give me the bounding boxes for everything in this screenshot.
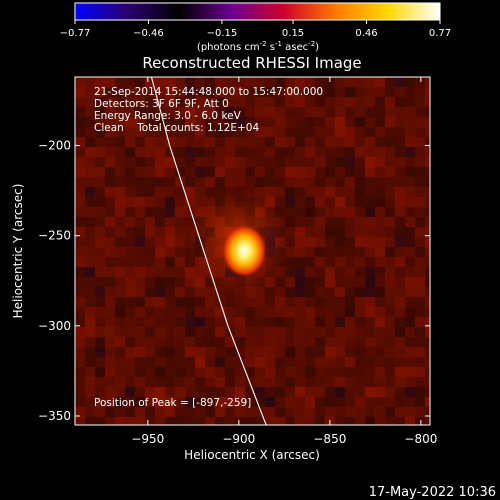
info-line-counts: Clean Total counts: 1.12E+04 <box>94 122 259 134</box>
info-line-time: 21-Sep-2014 15:44:48.000 to 15:47:00.000 <box>94 86 323 98</box>
colorbar-tick-label: 0.46 <box>355 28 377 39</box>
y-tick-label: −200 <box>38 139 71 153</box>
x-axis-label: Heliocentric X (arcsec) <box>184 448 320 462</box>
observation-info: 21-Sep-2014 15:44:48.000 to 15:47:00.000… <box>94 86 323 134</box>
y-axis-label: Heliocentric Y (arcsec) <box>11 184 25 319</box>
chart-title: Reconstructed RHESSI Image <box>142 54 361 72</box>
colorbar-tick-label: 0.77 <box>429 28 451 39</box>
info-line-detectors: Detectors: 3F 6F 9F, Att 0 <box>94 98 229 110</box>
x-tick-label: −850 <box>313 432 346 446</box>
colorbar-tick-label: −0.46 <box>133 28 164 39</box>
colorbar-unit-label: (photons cm-2 s-1 asec-2) <box>197 40 319 53</box>
colorbar-tick-label: −0.15 <box>207 28 238 39</box>
info-line-energy: Energy Range: 3.0 - 6.0 keV <box>94 110 242 122</box>
x-axis: −950 −900 −850 −800 <box>131 77 437 446</box>
solar-limb-line <box>150 77 267 425</box>
peak-source <box>222 224 267 277</box>
timestamp: 17-May-2022 10:36 <box>369 485 496 500</box>
colorbar-tick-label: 0.15 <box>282 28 304 39</box>
y-tick-label: −250 <box>38 229 71 243</box>
y-tick-label: −300 <box>38 319 71 333</box>
plot-frame <box>74 76 431 426</box>
colorbar-tick-label: −0.77 <box>60 28 91 39</box>
colorbar-gradient <box>75 3 440 20</box>
colorbar-ticks: −0.77 −0.46 −0.15 0.15 0.46 0.77 <box>60 20 451 39</box>
peak-position-label: Position of Peak = [-897,-259] <box>94 397 251 409</box>
heatmap-cells <box>75 77 430 425</box>
y-tick-label: −350 <box>38 409 71 423</box>
x-tick-label: −800 <box>404 432 437 446</box>
colorbar-frame <box>74 2 441 21</box>
y-axis: −200 −250 −300 −350 <box>38 139 430 423</box>
x-tick-label: −950 <box>131 432 164 446</box>
x-tick-label: −900 <box>222 432 255 446</box>
